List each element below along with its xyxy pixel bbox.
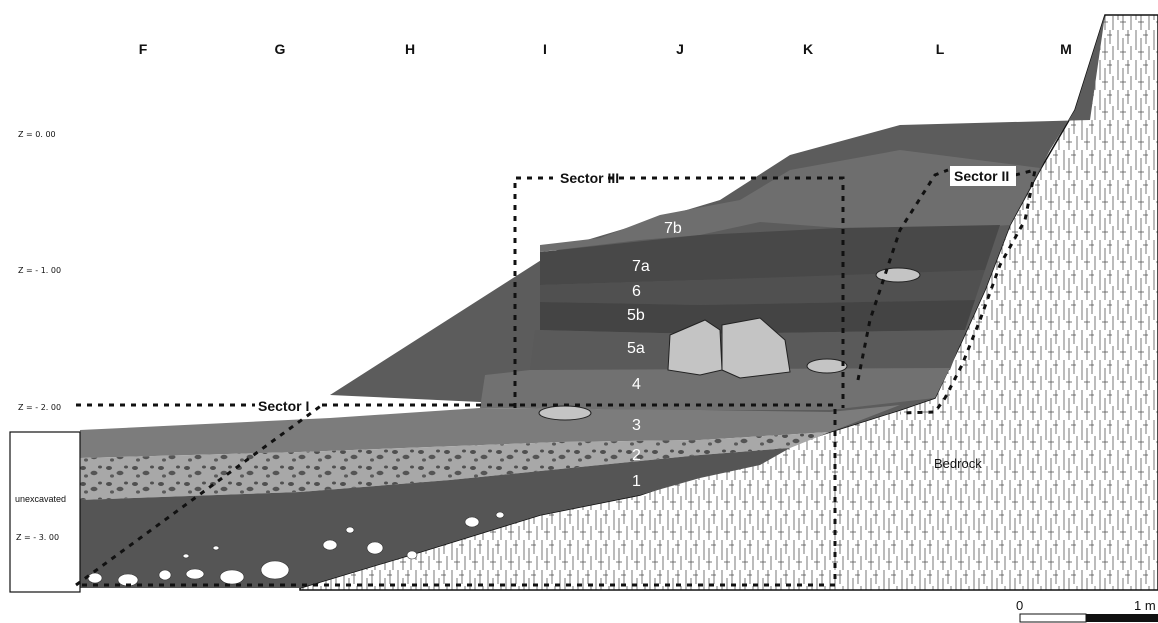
sector-II-label: Sector II	[954, 168, 1009, 184]
column-label-j: J	[676, 41, 684, 57]
column-label-h: H	[405, 41, 415, 57]
layer-4	[480, 368, 950, 410]
layer-label-2: 2	[632, 447, 641, 464]
svg-text:1 m: 1 m	[1134, 598, 1156, 613]
layer-label-6: 6	[632, 283, 641, 300]
layer-1	[80, 448, 790, 588]
column-label-l: L	[936, 41, 945, 57]
column-label-m: M	[1060, 41, 1072, 57]
sector-III-label: Sector III	[560, 170, 619, 186]
layer-labels: 7b 7a 6 5b 5a 4 3 2 1	[627, 220, 682, 490]
svg-text:0: 0	[1016, 598, 1023, 613]
layer-3	[80, 405, 900, 458]
sector-II-outline	[856, 167, 1037, 415]
column-label-g: G	[275, 41, 286, 57]
unexcavated-label: unexcavated	[15, 494, 66, 504]
layer-7b	[540, 150, 1040, 252]
depth-label: Z = - 1. 00	[18, 266, 61, 275]
column-label-k: K	[803, 41, 813, 57]
depth-labels: Z = 0. 00 Z = - 1. 00 Z = - 2. 00 Z = - …	[16, 130, 61, 542]
layer-5b	[540, 300, 975, 334]
depth-label: Z = - 2. 00	[18, 403, 61, 412]
layer-label-5b: 5b	[627, 307, 645, 324]
layer-label-1: 1	[632, 473, 641, 490]
bedrock-label: Bedrock	[934, 456, 982, 471]
layer-6	[540, 270, 985, 305]
sector-III-outline	[513, 176, 845, 408]
depth-label: Z = 0. 00	[18, 130, 56, 139]
layer-label-7b: 7b	[664, 220, 682, 237]
sector-II-label-bg	[950, 166, 1016, 186]
unexcavated-box	[9, 431, 81, 593]
layer-2	[80, 432, 830, 500]
column-label-i: I	[543, 41, 547, 57]
layer-label-5a: 5a	[627, 340, 645, 357]
layer-label-4: 4	[632, 376, 641, 393]
depth-label: Z = - 3. 00	[16, 533, 59, 542]
sector-I-outline	[71, 403, 837, 587]
layer-label-7a: 7a	[632, 258, 650, 275]
scale-bar: 0 1 m	[1016, 598, 1158, 623]
sector-I-label: Sector I	[258, 398, 309, 414]
basal-cobbles	[87, 511, 505, 587]
layer-label-3: 3	[632, 417, 641, 434]
column-headers: F G H I J K L M	[139, 41, 1072, 57]
column-label-f: F	[139, 41, 148, 57]
rock-blocks	[538, 267, 921, 421]
